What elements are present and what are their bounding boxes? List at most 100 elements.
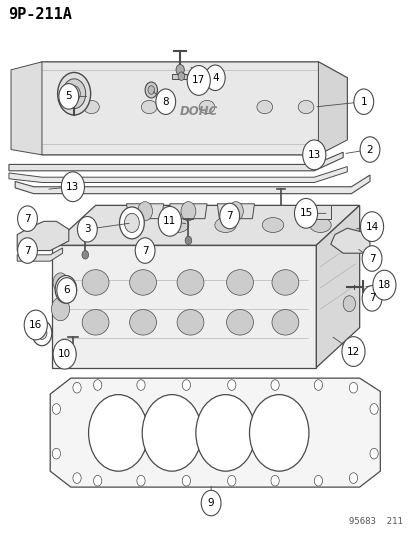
Circle shape: [349, 473, 357, 483]
Circle shape: [62, 79, 85, 109]
Circle shape: [185, 236, 191, 245]
Ellipse shape: [262, 217, 283, 232]
Circle shape: [135, 238, 154, 263]
Ellipse shape: [177, 270, 204, 295]
Circle shape: [353, 89, 373, 115]
Polygon shape: [169, 204, 206, 219]
Ellipse shape: [82, 310, 109, 335]
Text: 3: 3: [84, 224, 90, 235]
Circle shape: [82, 251, 88, 259]
Text: 15: 15: [299, 208, 312, 219]
Polygon shape: [171, 74, 194, 79]
Circle shape: [18, 206, 37, 231]
Circle shape: [69, 350, 76, 358]
Circle shape: [180, 201, 195, 221]
Ellipse shape: [297, 100, 313, 114]
Circle shape: [182, 475, 190, 486]
Polygon shape: [50, 378, 380, 487]
Circle shape: [137, 475, 145, 486]
Ellipse shape: [199, 100, 214, 114]
Circle shape: [302, 140, 325, 169]
Polygon shape: [13, 62, 347, 155]
Circle shape: [227, 475, 235, 486]
Circle shape: [32, 320, 52, 346]
Text: 7: 7: [226, 211, 233, 221]
Ellipse shape: [167, 217, 188, 232]
Text: 11: 11: [163, 216, 176, 227]
Circle shape: [227, 379, 235, 390]
Ellipse shape: [177, 310, 204, 335]
Polygon shape: [316, 205, 359, 368]
Circle shape: [93, 475, 102, 486]
Circle shape: [142, 394, 201, 471]
Circle shape: [138, 201, 152, 221]
Circle shape: [176, 64, 184, 75]
Text: 13: 13: [307, 150, 320, 160]
Text: 7: 7: [24, 246, 31, 255]
Polygon shape: [9, 152, 342, 171]
Polygon shape: [297, 205, 330, 219]
Text: 7: 7: [368, 293, 375, 303]
Circle shape: [360, 212, 383, 241]
Text: 1: 1: [360, 96, 366, 107]
Circle shape: [294, 198, 317, 228]
Circle shape: [53, 340, 76, 369]
Circle shape: [313, 475, 322, 486]
Polygon shape: [52, 245, 316, 368]
Circle shape: [219, 203, 239, 229]
Circle shape: [59, 84, 78, 109]
Circle shape: [61, 172, 84, 201]
Text: 8: 8: [162, 96, 169, 107]
Ellipse shape: [214, 217, 236, 232]
Circle shape: [342, 296, 355, 312]
Text: 18: 18: [377, 280, 390, 290]
Text: 95683  211: 95683 211: [349, 517, 402, 526]
Circle shape: [361, 286, 381, 311]
Circle shape: [119, 207, 144, 239]
Circle shape: [77, 216, 97, 242]
Circle shape: [88, 394, 147, 471]
Circle shape: [53, 273, 68, 292]
Circle shape: [201, 490, 221, 516]
Circle shape: [359, 137, 379, 163]
Circle shape: [158, 206, 181, 236]
Ellipse shape: [309, 217, 330, 232]
Text: DOHC: DOHC: [179, 105, 217, 118]
Circle shape: [137, 379, 145, 390]
Text: 16: 16: [29, 320, 42, 330]
Circle shape: [155, 89, 175, 115]
Circle shape: [93, 379, 102, 390]
Text: 14: 14: [365, 222, 378, 232]
Circle shape: [369, 448, 377, 459]
Circle shape: [178, 72, 184, 80]
Text: 7: 7: [142, 246, 148, 255]
Circle shape: [182, 379, 190, 390]
Ellipse shape: [83, 100, 99, 114]
Circle shape: [68, 86, 80, 102]
Text: 9P-211A: 9P-211A: [8, 7, 72, 22]
Circle shape: [205, 65, 225, 91]
Text: 7: 7: [368, 254, 375, 263]
Circle shape: [52, 448, 60, 459]
Polygon shape: [17, 248, 62, 261]
Circle shape: [187, 66, 210, 95]
Circle shape: [145, 82, 157, 98]
Circle shape: [37, 327, 47, 340]
Circle shape: [249, 394, 308, 471]
Ellipse shape: [129, 270, 156, 295]
Text: 17: 17: [192, 76, 205, 85]
Circle shape: [372, 270, 395, 300]
Circle shape: [57, 278, 76, 303]
Ellipse shape: [120, 217, 141, 232]
Circle shape: [349, 382, 357, 393]
Text: 12: 12: [346, 346, 359, 357]
Ellipse shape: [271, 310, 298, 335]
Polygon shape: [17, 221, 69, 251]
Ellipse shape: [271, 270, 298, 295]
Ellipse shape: [256, 100, 272, 114]
Circle shape: [60, 282, 71, 297]
Circle shape: [313, 379, 322, 390]
Circle shape: [124, 213, 139, 232]
Text: 9: 9: [207, 498, 214, 508]
Text: 2: 2: [366, 144, 373, 155]
